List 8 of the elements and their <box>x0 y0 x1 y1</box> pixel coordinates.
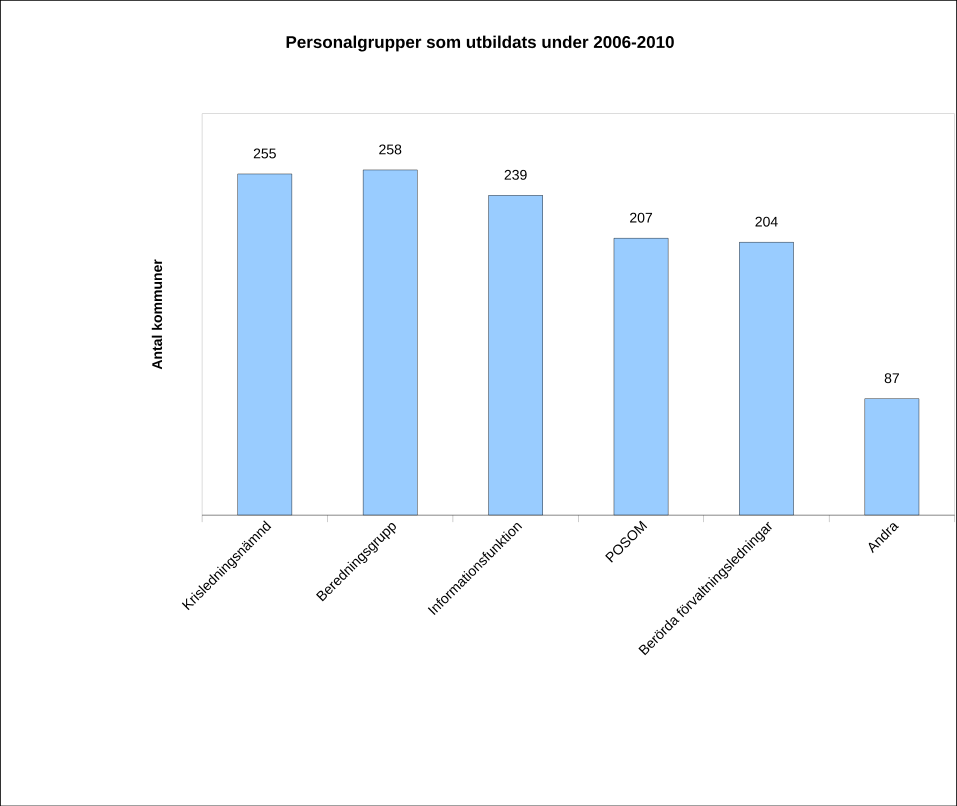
data-label: 87 <box>884 372 899 383</box>
data-label: 204 <box>756 216 778 226</box>
data-label: 207 <box>630 212 652 222</box>
chart-title: Personalgrupper som utbildats under 2006-2010 <box>286 35 674 52</box>
data-label: 258 <box>379 144 402 154</box>
data-label: 255 <box>254 148 276 158</box>
data-label: 239 <box>504 170 527 180</box>
y-axis-title: Antal kommuner <box>152 259 162 370</box>
